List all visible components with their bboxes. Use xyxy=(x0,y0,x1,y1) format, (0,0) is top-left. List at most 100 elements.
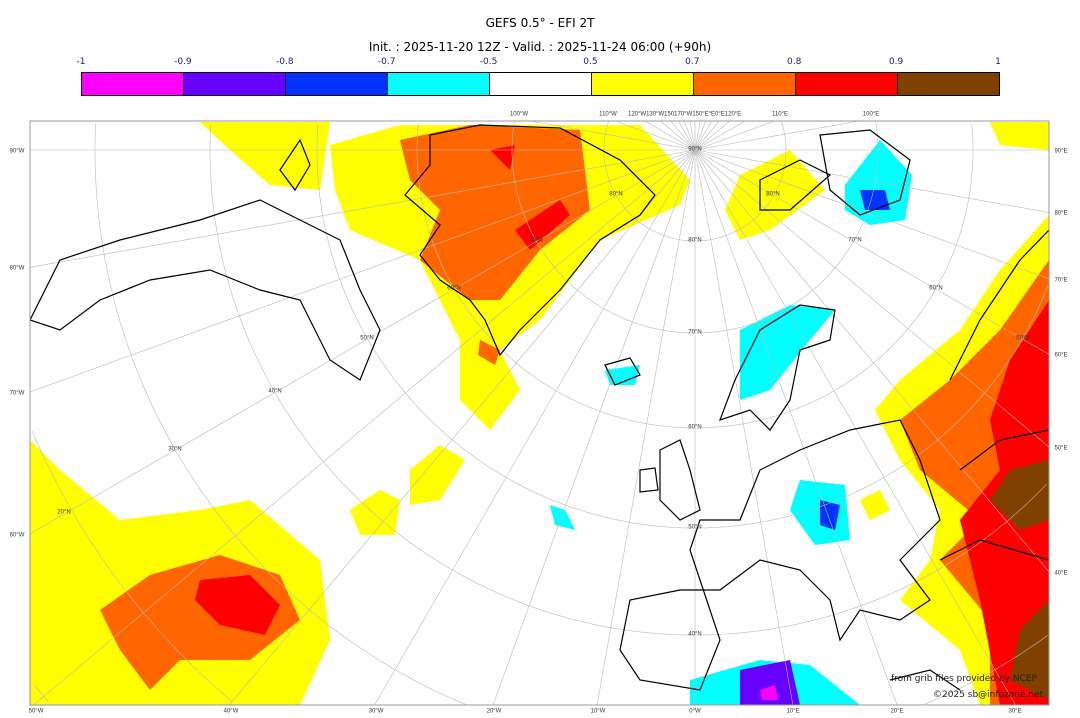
colorbar-tick: -0.7 xyxy=(377,57,396,67)
graticule-label: 40°N xyxy=(688,631,702,638)
graticule-label: 50°N xyxy=(360,335,374,342)
meridian xyxy=(615,121,696,151)
graticule-label: 0°W xyxy=(689,708,701,715)
graticule-label: 100°E xyxy=(862,111,880,118)
graticule-label: 40°W xyxy=(223,708,239,715)
graticule-label: 80°N xyxy=(766,191,780,198)
colorbar-tick: -0.9 xyxy=(174,57,192,67)
copyright: ©2025 sb@infozone.net xyxy=(933,690,1044,700)
colorbar-tick: 0.5 xyxy=(583,57,598,67)
latitude-circle xyxy=(695,121,879,334)
latitude-circle xyxy=(416,123,695,429)
graticule-label: 80°N xyxy=(609,191,623,198)
graticule-label: 70°N xyxy=(688,329,702,336)
colorbar-swatch xyxy=(286,73,388,95)
meridian xyxy=(33,149,696,705)
colorbar-tick: -0.5 xyxy=(479,57,498,67)
graticule-label: 20°W xyxy=(486,708,502,715)
colorbar-swatch xyxy=(184,73,286,95)
graticule-label: 30°N xyxy=(168,446,182,453)
graticule-label: 110°E xyxy=(772,111,788,118)
meridian xyxy=(30,149,696,393)
colorbar-tick: 1 xyxy=(995,57,1001,67)
graticule-label: 30°W xyxy=(368,708,384,715)
map-frame xyxy=(29,120,1050,706)
graticule-label: 90°N xyxy=(688,146,702,153)
graticule-label: 120°W130°W150170°W150°E°E0°E120°E xyxy=(628,111,742,118)
latitude-circle xyxy=(695,483,1048,636)
graticule-label: 60°N xyxy=(447,285,461,292)
meridian xyxy=(530,121,696,151)
graticule-label: 90°E xyxy=(1054,148,1068,155)
meridian xyxy=(694,121,730,151)
colorbar-swatch xyxy=(796,73,898,95)
graticule-label: 40°N xyxy=(268,388,282,395)
graticule xyxy=(30,121,1049,705)
meridian xyxy=(689,121,696,151)
graticule-label: 20°N xyxy=(57,509,71,516)
graticule-label: 60°N xyxy=(688,424,702,431)
meridian xyxy=(492,149,696,705)
meridian xyxy=(694,121,706,151)
meridian xyxy=(30,149,696,268)
meridian xyxy=(229,149,696,705)
latitude-circle xyxy=(924,635,1048,705)
graticule-label: 40°E xyxy=(1054,570,1068,577)
colorbar-swatch xyxy=(592,73,694,95)
latitude-circle xyxy=(511,121,695,334)
meridian xyxy=(694,121,746,151)
meridian xyxy=(374,149,696,705)
graticule-label: 70°N xyxy=(529,237,543,244)
graticule-label: 10°W xyxy=(590,708,606,715)
graticule-label: 20°E xyxy=(890,708,904,715)
graticule-label: 60°N xyxy=(929,285,943,292)
source-credit: from grib files provided by NCEP xyxy=(891,674,1037,684)
graticule-label: 50°N xyxy=(688,524,702,531)
latitude-circle xyxy=(695,123,974,429)
chart-subtitle: Init. : 2025-11-20 12Z - Valid. : 2025-1… xyxy=(368,40,712,54)
graticule-label: 60°W xyxy=(9,532,25,539)
latitude-circle xyxy=(695,285,1049,529)
meridian xyxy=(694,149,1049,448)
meridian xyxy=(644,121,696,151)
colorbar-tick: -1 xyxy=(76,57,86,67)
meridian xyxy=(670,121,696,151)
graticule-label: 70°W xyxy=(9,390,25,397)
meridian xyxy=(694,121,712,151)
graticule-label: 90°W xyxy=(9,148,25,155)
latitude-circle xyxy=(695,121,787,242)
meridian xyxy=(694,149,1049,573)
meridian xyxy=(694,121,701,151)
coastlines xyxy=(30,124,1049,691)
meridian xyxy=(30,149,696,535)
colorbar-tick: 0.7 xyxy=(685,57,700,67)
colorbar-tick: 0.9 xyxy=(888,57,904,67)
meridian xyxy=(660,121,696,151)
latitude-circle xyxy=(31,431,233,702)
latitude-circle xyxy=(603,121,695,242)
meridian xyxy=(694,149,1049,355)
colorbar-swatch xyxy=(694,73,796,95)
graticule-label: 110°W xyxy=(599,111,617,118)
meridian xyxy=(694,149,794,705)
graticule-label: 80°N xyxy=(688,237,702,244)
colorbar-swatch xyxy=(388,73,490,95)
meridian xyxy=(684,121,696,151)
meridian xyxy=(694,149,1049,280)
meridian xyxy=(596,149,696,705)
graticule-label: 70°N xyxy=(848,237,862,244)
chart-title: GEFS 0.5° - EFI 2T xyxy=(485,16,595,30)
colorbar-swatch xyxy=(82,73,184,95)
latitude-circle xyxy=(316,123,695,529)
latitude-circle xyxy=(34,684,49,703)
meridian xyxy=(694,121,860,151)
meridian xyxy=(694,121,775,151)
meridian xyxy=(694,121,720,151)
colorbar-tick: 0.8 xyxy=(787,57,802,67)
graticule-label: 100°W xyxy=(509,111,529,118)
colorbar xyxy=(81,72,1000,96)
graticule-label: 10°E xyxy=(786,708,800,715)
meridian xyxy=(694,149,1049,213)
graticule-label: 50°E xyxy=(1054,445,1068,452)
